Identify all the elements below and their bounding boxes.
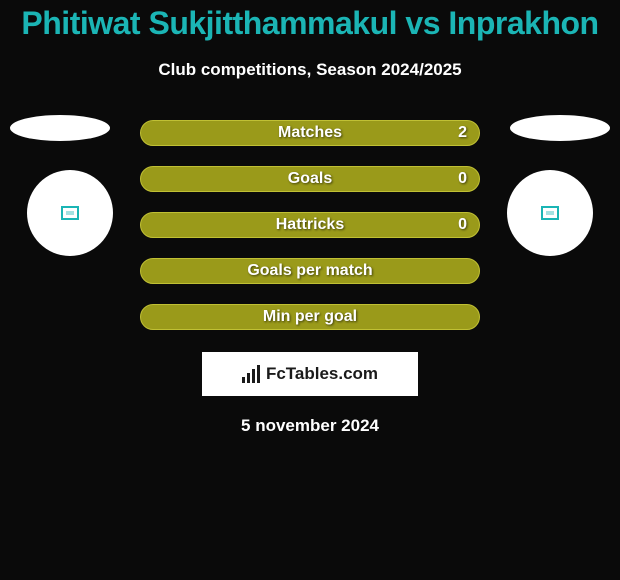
stat-row-goals: Goals 0 — [140, 166, 480, 192]
stat-label: Goals — [288, 170, 332, 188]
title-player-left: Phitiwat Sukjitthammakul — [21, 5, 397, 41]
stats-list: Matches 2 Goals 0 Hattricks 0 Goals per … — [140, 120, 480, 330]
stat-label: Matches — [278, 124, 342, 142]
comparison-card: Phitiwat Sukjitthammakul vs Inprakhon Cl… — [0, 0, 620, 436]
stat-value-right: 0 — [458, 170, 467, 188]
page-title: Phitiwat Sukjitthammakul vs Inprakhon — [0, 5, 620, 42]
club-placeholder-icon — [61, 206, 79, 220]
player-right-shadow — [510, 115, 610, 141]
stat-row-goals-per-match: Goals per match — [140, 258, 480, 284]
stat-row-matches: Matches 2 — [140, 120, 480, 146]
logo-text: FcTables.com — [266, 364, 378, 384]
stat-label: Goals per match — [247, 262, 372, 280]
mid-row: Matches 2 Goals 0 Hattricks 0 Goals per … — [0, 120, 620, 330]
stat-label: Hattricks — [276, 216, 344, 234]
stat-value-right: 2 — [458, 124, 467, 142]
subtitle: Club competitions, Season 2024/2025 — [0, 60, 620, 80]
stat-row-hattricks: Hattricks 0 — [140, 212, 480, 238]
date: 5 november 2024 — [0, 416, 620, 436]
club-placeholder-icon — [541, 206, 559, 220]
stat-label: Min per goal — [263, 308, 357, 326]
player-right-badge — [507, 170, 593, 256]
source-logo: FcTables.com — [202, 352, 418, 396]
stat-row-min-per-goal: Min per goal — [140, 304, 480, 330]
logo-bars-icon — [242, 365, 260, 383]
title-player-right: Inprakhon — [448, 5, 598, 41]
player-left-shadow — [10, 115, 110, 141]
stat-value-right: 0 — [458, 216, 467, 234]
title-vs: vs — [397, 5, 448, 41]
player-left-badge — [27, 170, 113, 256]
